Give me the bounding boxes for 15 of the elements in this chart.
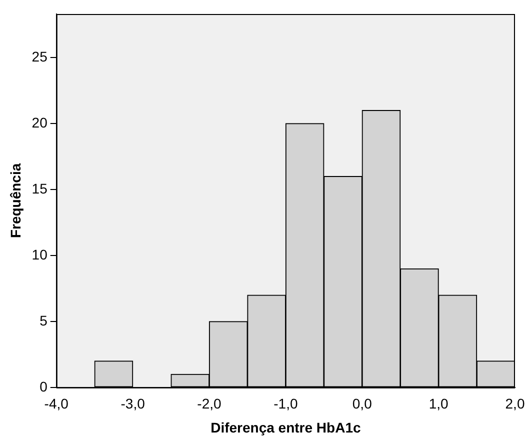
x-tick-label: 2,0 [505,396,525,412]
y-tick-label: 0 [40,378,48,394]
x-tick-label: -1,0 [274,396,298,412]
y-axis-title: Frequência [7,163,24,238]
y-tick-label: 15 [32,180,48,196]
x-axis-title: Diferença entre HbA1c [210,419,361,436]
y-tick-label: 5 [40,312,48,328]
x-tick-label: -3,0 [120,396,146,412]
x-tick-label: 0,0 [352,396,372,412]
x-tick-label: -4,0 [44,396,69,412]
y-tick-label: 10 [32,246,48,262]
y-tick-label: 25 [32,48,48,64]
x-tick-label: -2,0 [197,396,222,412]
y-tick-label: 20 [32,114,48,130]
x-tick-label: 1,0 [428,396,449,412]
